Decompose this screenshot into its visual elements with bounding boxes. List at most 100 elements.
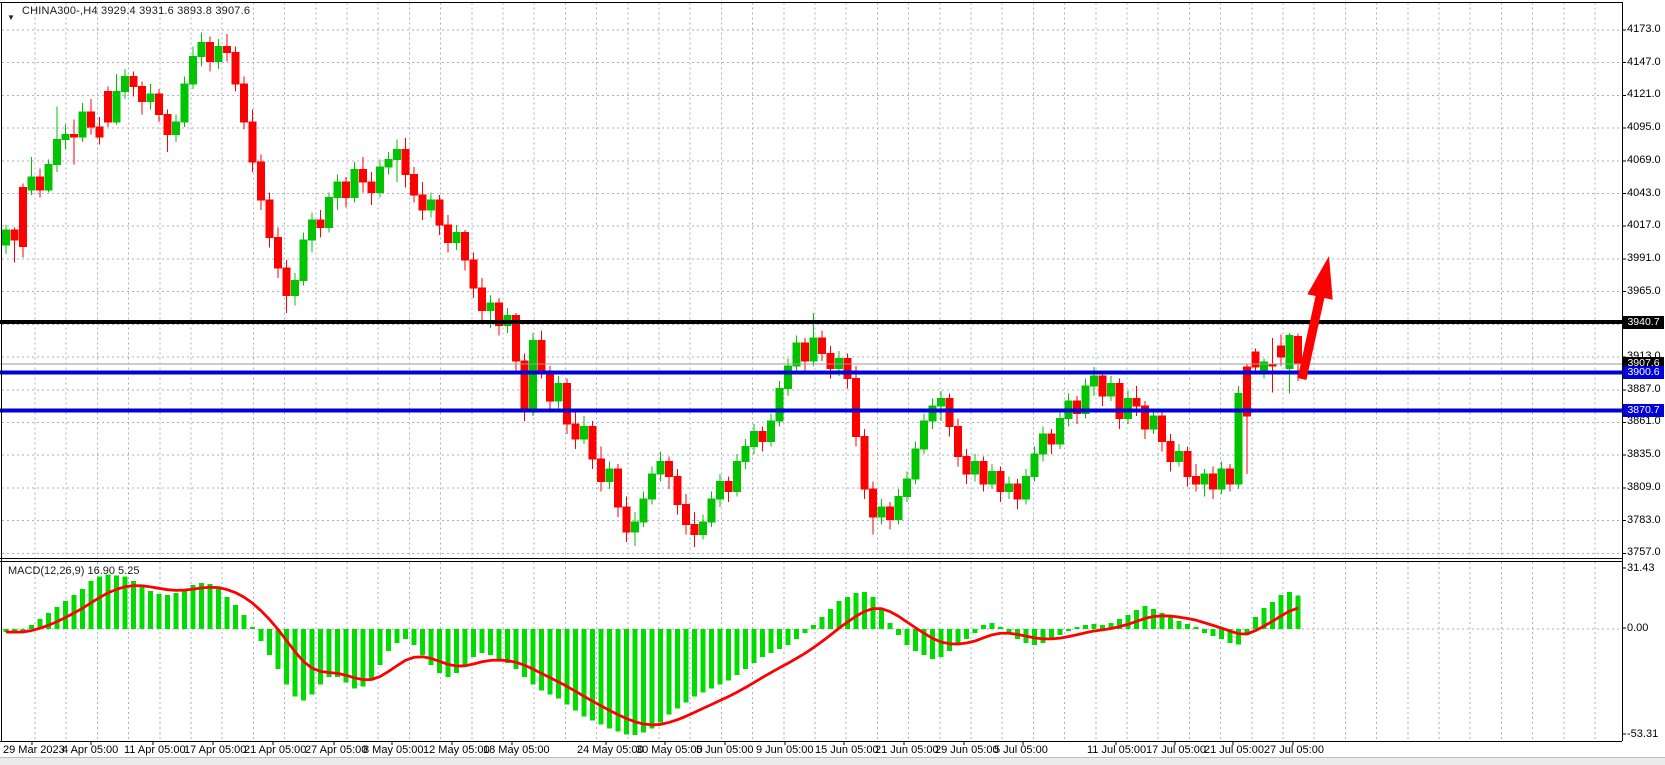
candle — [1047, 428, 1056, 454]
macd-bar — [445, 629, 451, 677]
candle — [792, 335, 801, 374]
macd-bar — [97, 576, 102, 629]
macd-bar — [1117, 619, 1122, 629]
macd-bar — [105, 574, 111, 629]
candle-body — [656, 460, 665, 475]
candle-body — [775, 388, 784, 422]
candle — [376, 159, 384, 198]
candle-body — [571, 423, 580, 440]
price-tick-label: 3757.0 — [1627, 546, 1661, 559]
candle-body — [1107, 382, 1115, 397]
candle-body — [146, 93, 155, 103]
candle — [1107, 375, 1115, 402]
candle — [163, 109, 172, 153]
candle-body — [724, 481, 733, 493]
macd-bar — [734, 629, 740, 675]
candle — [767, 413, 775, 447]
candle-body — [350, 169, 359, 198]
candle-body — [138, 86, 146, 103]
macd-bar — [233, 605, 238, 629]
macd-bar — [1219, 629, 1224, 639]
candle — [1158, 411, 1166, 452]
candle — [1268, 338, 1277, 393]
candle — [70, 119, 78, 165]
candle — [971, 453, 979, 482]
candle — [1200, 469, 1209, 497]
candle-body — [1013, 483, 1022, 500]
candle — [937, 391, 945, 422]
macd-bar — [360, 629, 366, 687]
macd-bar — [1100, 625, 1105, 629]
candle-body — [580, 425, 588, 440]
candle — [1022, 469, 1030, 505]
candle — [282, 260, 291, 314]
candle — [894, 489, 903, 525]
candlesticks — [2, 32, 1302, 548]
candle — [231, 46, 240, 92]
candle-body — [971, 460, 979, 475]
macd-bar — [1083, 625, 1088, 629]
candle — [1030, 446, 1039, 482]
macd-bar — [1270, 601, 1275, 629]
trend-arrow[interactable] — [1297, 256, 1333, 380]
macd-bar — [717, 629, 723, 685]
candle-body — [172, 121, 180, 135]
macd-bar — [794, 629, 799, 639]
candle — [869, 481, 877, 535]
candle-body — [554, 382, 563, 402]
symbol-dropdown-icon[interactable]: ▼ — [7, 13, 15, 22]
candle-body — [512, 315, 520, 362]
candle-body — [104, 91, 112, 123]
candle — [308, 212, 316, 253]
candle-body — [707, 498, 716, 523]
macd-bar — [20, 629, 26, 632]
candle — [928, 398, 937, 429]
price-badge: 3870.7 — [1623, 403, 1664, 417]
macd-bar — [1185, 624, 1190, 629]
candle-body — [112, 91, 121, 123]
candle-body — [121, 76, 129, 93]
macd-bar — [556, 629, 561, 699]
arrow-head — [1307, 256, 1333, 300]
candle-body — [1294, 335, 1302, 365]
candle — [656, 451, 665, 482]
candle-body — [291, 279, 299, 296]
candle — [155, 89, 163, 122]
price-badge: 3940.7 — [1623, 315, 1664, 329]
candle-body — [792, 342, 801, 367]
macd-bar — [530, 629, 536, 685]
candle-body — [95, 126, 104, 138]
candle-body — [299, 239, 308, 281]
arrow-shaft — [1297, 290, 1326, 380]
candle-body — [27, 176, 36, 191]
candle — [61, 124, 70, 150]
candle — [325, 192, 333, 233]
candle — [996, 466, 1005, 502]
price-tick-label: 3861.0 — [1627, 415, 1661, 428]
price-tick-label: 4043.0 — [1627, 186, 1661, 199]
candle-body — [444, 224, 452, 244]
candle — [699, 514, 707, 540]
candle-body — [495, 302, 503, 327]
macd-bar — [1168, 617, 1173, 629]
macd-bar — [522, 629, 527, 677]
candle-body — [894, 496, 903, 520]
candle-body — [61, 133, 70, 140]
candle-body — [418, 194, 427, 211]
candle — [172, 114, 180, 142]
macd-bar — [3, 629, 9, 632]
candle — [622, 496, 631, 543]
candle — [639, 491, 648, 527]
macd-bar — [352, 629, 357, 689]
price-tick-label: 4017.0 — [1627, 219, 1661, 232]
candle — [852, 365, 860, 447]
candle-body — [699, 521, 707, 535]
chart-title: CHINA300-,H4 3929.4 3931.6 3893.8 3907.6 — [22, 5, 251, 17]
time-tick-label: 18 May 05:00 — [483, 744, 550, 756]
candle-body — [1098, 375, 1107, 397]
macd-bar — [853, 593, 859, 629]
candle — [410, 167, 418, 203]
candle-body — [333, 181, 342, 198]
